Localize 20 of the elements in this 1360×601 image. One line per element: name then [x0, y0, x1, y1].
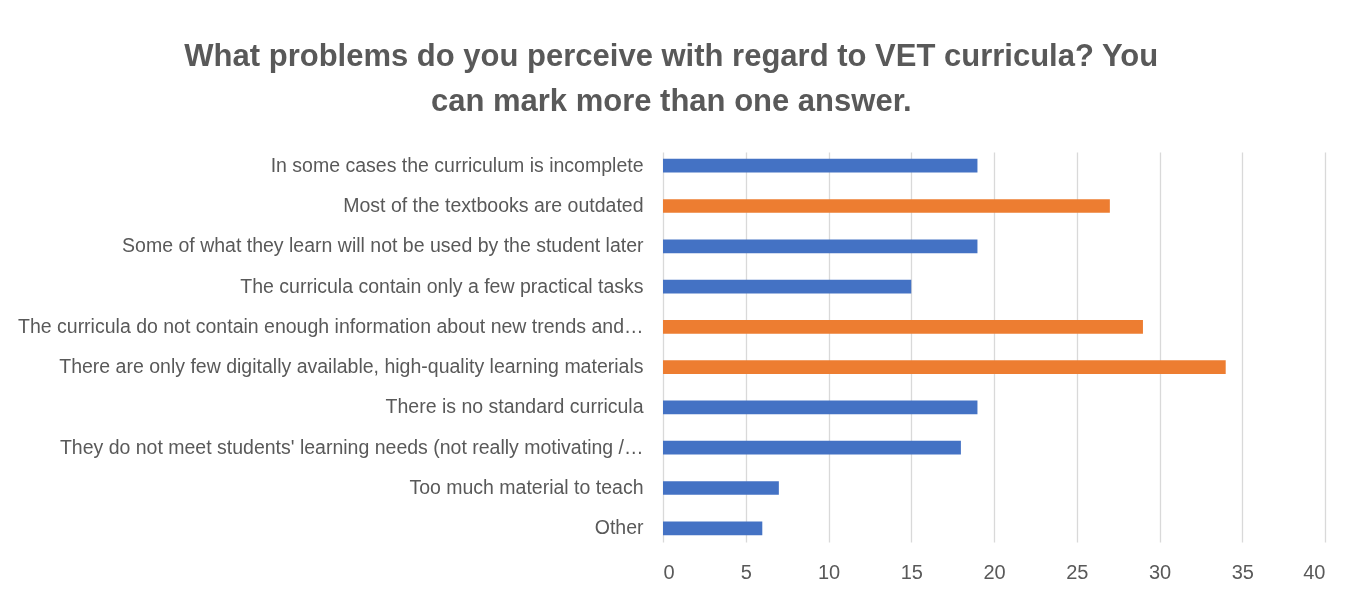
- y-tick-label: Other: [594, 516, 644, 539]
- x-tick-label: 0: [663, 560, 675, 583]
- x-tick-label: 5: [740, 560, 752, 583]
- x-tick-label: 20: [983, 560, 1006, 583]
- x-tick-label: 15: [900, 560, 923, 583]
- y-tick-label: The curricula do not contain enough information about new trends and…: [18, 314, 644, 337]
- y-tick-label: The curricula contain only a few practical tasks: [240, 274, 644, 297]
- chart-title: What problems do you perceive with regard to VET curricula? You can mark more than one answer.: [184, 38, 1159, 118]
- x-tick-label: 25: [1066, 560, 1089, 583]
- x-tick-label: 30: [1148, 560, 1172, 583]
- x-tick-label: 40: [1303, 560, 1326, 583]
- y-tick-label: Some of what they learn will not be used by the student later: [122, 234, 644, 257]
- y-tick-label: Most of the textbooks are outdated: [343, 193, 644, 216]
- y-tick-label: Too much material to teach: [409, 476, 644, 499]
- x-tick-label: 10: [817, 560, 841, 583]
- x-tick-label: 35: [1231, 560, 1254, 583]
- y-tick-label: There is no standard curricula: [385, 395, 644, 418]
- y-tick-label: They do not meet students' learning needs (not really motivating /…: [59, 435, 644, 458]
- y-tick-label: There are only few digitally available, high-quality learning materials: [59, 355, 644, 378]
- y-tick-label: In some cases the curriculum is incomplete: [270, 153, 644, 176]
